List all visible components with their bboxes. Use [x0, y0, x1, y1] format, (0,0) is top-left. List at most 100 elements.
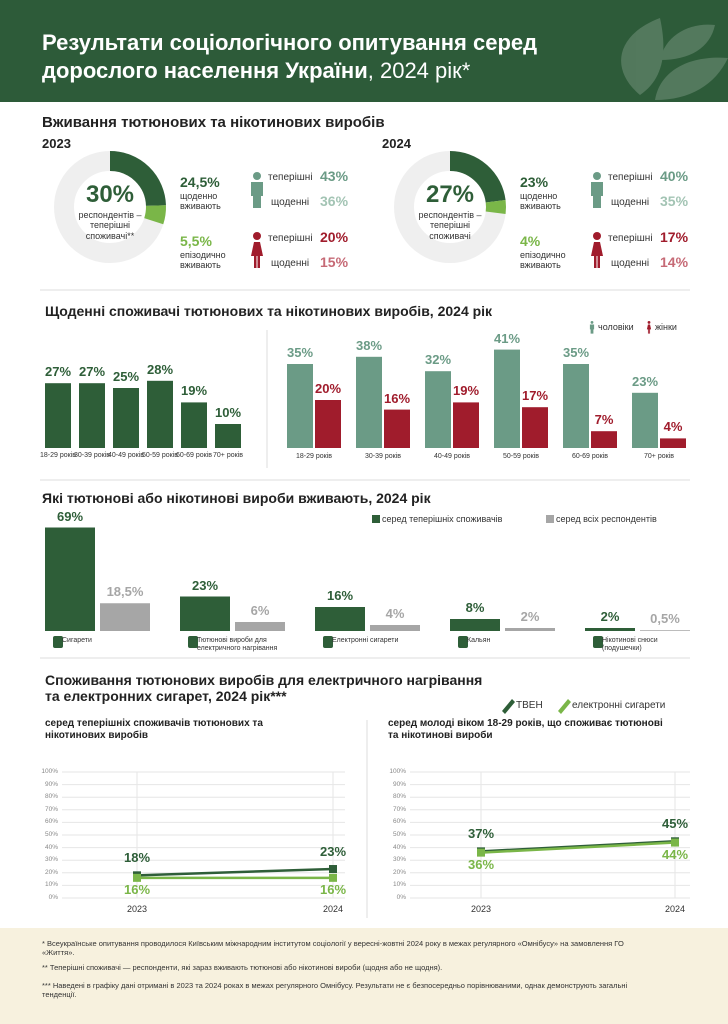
- episodic-caption: епізодично вживають: [520, 250, 566, 271]
- footer-band: [0, 928, 728, 1024]
- x-tick-label: 30-39 років: [74, 452, 110, 459]
- leaf-decoration: [621, 18, 728, 100]
- point-marker: [329, 873, 337, 882]
- women-current: 20%: [320, 229, 349, 245]
- point-value-label: 36%: [467, 856, 495, 872]
- men-daily: 36%: [320, 193, 349, 209]
- bar: [585, 628, 635, 631]
- stat-label: щоденні: [611, 258, 650, 269]
- men-current: 43%: [320, 168, 349, 184]
- x-tick-label: 60-69 років: [176, 452, 212, 459]
- bar-value-label: 28%: [146, 361, 174, 377]
- stat-label: теперішні: [608, 172, 653, 183]
- episodic-caption: епізодично вживають: [180, 250, 226, 271]
- person-icon: [647, 321, 651, 324]
- bar-value-label: 38%: [355, 337, 383, 353]
- person-icon: [593, 232, 601, 240]
- point-value-label: 16%: [319, 881, 347, 897]
- header-band: [0, 0, 728, 102]
- daily-caption: щоденно вживають: [520, 191, 561, 212]
- bar-value-label: 27%: [78, 364, 106, 380]
- legend-label: чоловіки: [598, 322, 634, 332]
- x-tick-label: 40-49 років: [434, 453, 470, 460]
- x-tick-label: 40-49 років: [108, 452, 144, 459]
- bar: [147, 380, 173, 448]
- person-icon: [593, 172, 601, 180]
- daily-caption: щоденно вживають: [180, 191, 221, 212]
- x-tick-label: 30-39 років: [365, 453, 401, 460]
- section-title: Вживання тютюнових та нікотинових виробі…: [42, 114, 385, 131]
- bar-value-label: 17%: [521, 388, 549, 404]
- donut-daily: [109, 151, 166, 207]
- bar: [450, 619, 500, 631]
- year-label: 2023: [42, 136, 71, 151]
- y-tick-label: 40%: [44, 843, 58, 851]
- stat-label: щоденні: [271, 258, 310, 269]
- bar-value-label: 6%: [250, 603, 270, 618]
- title-bold: дорослого населення України: [42, 58, 368, 83]
- legend-label: серед всіх респондентів: [556, 514, 657, 524]
- chart-subtitle: серед теперішніх споживачів тютюнових та…: [45, 718, 263, 741]
- bar: [287, 364, 313, 448]
- bar-value-label: 2%: [600, 609, 620, 624]
- y-tick-label: 80%: [44, 793, 58, 801]
- x-tick-label: 2024: [664, 904, 686, 914]
- point-value-label: 16%: [123, 881, 151, 897]
- y-tick-label: 20%: [392, 868, 406, 876]
- men-daily: 35%: [660, 193, 689, 209]
- total-value: 27%: [425, 181, 475, 208]
- bar-value-label: 8%: [465, 600, 485, 615]
- total-caption: респондентів – теперішні споживачі: [418, 210, 482, 241]
- bar: [522, 407, 548, 448]
- point-value-label: 37%: [467, 826, 495, 842]
- legend-label: серед теперішніх споживачів: [382, 514, 503, 524]
- y-tick-label: 100%: [41, 768, 58, 775]
- y-tick-label: 80%: [392, 793, 406, 801]
- bar: [113, 388, 139, 448]
- bar-value-label: 2%: [520, 609, 540, 624]
- bar-value-label: 16%: [326, 588, 354, 603]
- bar: [660, 438, 686, 448]
- person-icon: [590, 321, 594, 324]
- bar-value-label: 35%: [562, 345, 590, 360]
- category-icon: [188, 636, 198, 648]
- episodic-label: 5,5%: [180, 233, 212, 249]
- bar: [235, 622, 285, 631]
- x-tick-label: Електронні сигарети: [332, 637, 399, 644]
- bar: [215, 424, 241, 448]
- category-icon: [53, 636, 63, 648]
- bar: [591, 431, 617, 448]
- x-tick-label: 2023: [126, 904, 148, 914]
- x-tick-label: 18-29 років: [296, 453, 332, 460]
- bar-value-label: 16%: [383, 390, 411, 406]
- title-rest: , 2024 рік*: [367, 58, 471, 83]
- x-tick-label: Тютюнові вироби для електричного нагріва…: [197, 637, 278, 653]
- bar-value-label: 10%: [214, 405, 242, 420]
- bar: [632, 392, 658, 448]
- series-line: [480, 840, 676, 853]
- x-tick-label: 18-29 років: [40, 452, 76, 459]
- x-tick-label: 50-59 років: [503, 453, 539, 460]
- category-icon: [458, 636, 468, 648]
- bar-value-label: 20%: [314, 381, 342, 396]
- x-tick-label: 2024: [322, 904, 344, 914]
- bar-value-label: 32%: [424, 352, 452, 368]
- x-tick-label: 50-59 років: [142, 452, 178, 459]
- bar-value-label: 19%: [452, 383, 480, 399]
- bar-value-label: 23%: [191, 577, 219, 593]
- y-tick-label: 30%: [392, 856, 406, 864]
- x-tick-label: 70+ років: [213, 452, 243, 459]
- y-tick-label: 10%: [392, 881, 406, 889]
- daily-label: 24,5%: [180, 174, 220, 190]
- person-icon: [253, 172, 261, 180]
- person-icon: [589, 324, 595, 334]
- footnote: * Всеукраїнське опитування проводилося К…: [42, 939, 624, 957]
- stat-label: щоденні: [271, 197, 310, 208]
- series-line: [136, 867, 334, 877]
- person-icon: [591, 242, 603, 268]
- bar-value-label: 4%: [385, 606, 405, 621]
- section-title: Які тютюнові або нікотинові вироби вжива…: [42, 490, 431, 506]
- donut-episodic: [144, 205, 166, 225]
